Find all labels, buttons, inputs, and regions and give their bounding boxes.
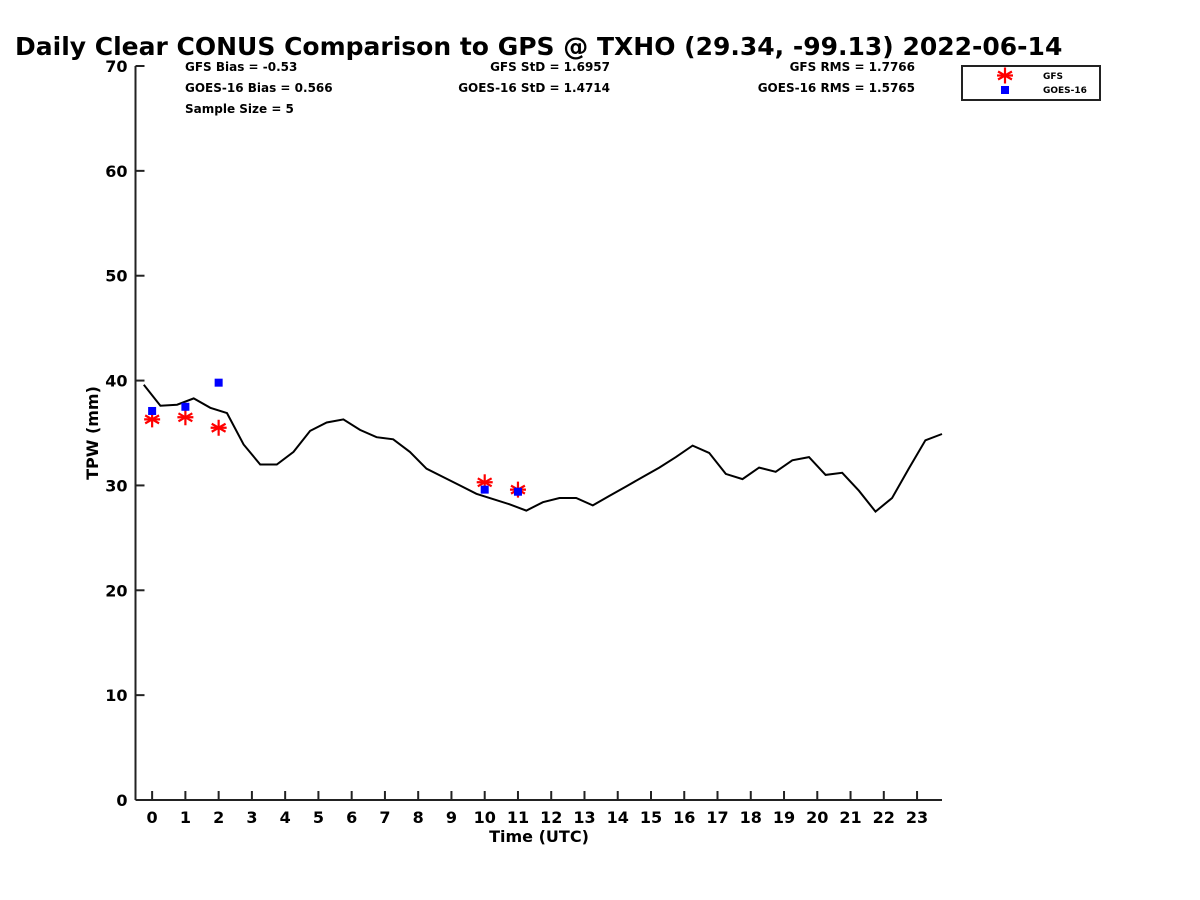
goes-rms-text: GOES-16 RMS = 1.5765 [758, 81, 915, 95]
x-tick-label: 18 [740, 808, 762, 827]
sample-size-text: Sample Size = 5 [185, 102, 294, 116]
x-tick-label: 21 [839, 808, 861, 827]
x-tick-label: 15 [640, 808, 662, 827]
legend-gfs-marker [997, 67, 1013, 84]
x-tick-label: 19 [773, 808, 795, 827]
legend-gfs-label: GFS [1043, 72, 1063, 82]
goes16-point [480, 485, 489, 494]
x-tick-label: 4 [280, 808, 291, 827]
y-tick-label: 40 [105, 372, 127, 391]
legend-gfs-asterisk [997, 67, 1013, 84]
legend-box [961, 65, 1101, 101]
x-tick-label: 6 [346, 808, 357, 827]
chart-title: Daily Clear CONUS Comparison to GPS @ TX… [15, 32, 1062, 61]
goes-bias-text: GOES-16 Bias = 0.566 [185, 81, 333, 95]
x-tick-label: 9 [446, 808, 457, 827]
gfs-point [177, 409, 194, 426]
x-tick-label: 14 [607, 808, 629, 827]
gfs-rms-text: GFS RMS = 1.7766 [790, 60, 915, 74]
goes16-point [181, 402, 190, 411]
legend: GFS GOES-16 [961, 65, 1101, 101]
x-tick-label: 11 [507, 808, 529, 827]
x-tick-label: 7 [379, 808, 390, 827]
y-tick-label: 20 [105, 581, 127, 600]
x-axis-label: Time (UTC) [489, 827, 589, 846]
goes16-point [148, 406, 157, 415]
x-tick-label: 16 [673, 808, 695, 827]
x-tick-label: 3 [246, 808, 257, 827]
x-tick-label: 23 [906, 808, 928, 827]
x-tick-label: 8 [413, 808, 424, 827]
goes-std-text: GOES-16 StD = 1.4714 [458, 81, 610, 95]
legend-goes-label: GOES-16 [1043, 86, 1087, 96]
y-axis-label: TPW (mm) [83, 386, 102, 480]
x-tick-label: 5 [313, 808, 324, 827]
y-tick-label: 10 [105, 686, 127, 705]
gps-tpw-line [143, 384, 943, 514]
y-tick-label: 60 [105, 162, 127, 181]
goes16-point [214, 378, 223, 387]
x-tick-label: 10 [474, 808, 496, 827]
x-tick-label: 12 [540, 808, 562, 827]
gfs-bias-text: GFS Bias = -0.53 [185, 60, 297, 74]
gfs-point [144, 411, 161, 428]
y-axis-ticks: 0 10 20 30 40 50 60 70 [105, 57, 145, 810]
y-tick-label: 0 [116, 791, 127, 810]
x-axis-ticks: 0 1 2 3 4 5 6 7 8 9 10 11 12 13 14 15 16 17 18 19 20 21 22 23 [147, 791, 928, 827]
y-tick-label: 30 [105, 476, 127, 495]
gfs-std-text: GFS StD = 1.6957 [490, 60, 610, 74]
gfs-point [210, 419, 227, 436]
x-tick-label: 1 [180, 808, 191, 827]
legend-goes-marker [1001, 86, 1009, 94]
x-tick-label: 0 [147, 808, 158, 827]
plot-axes [134, 66, 942, 801]
x-tick-label: 13 [573, 808, 595, 827]
goes16-point [513, 487, 522, 496]
y-tick-label: 70 [105, 57, 127, 76]
stats-annotations: GFS Bias = -0.53 GOES-16 Bias = 0.566 Sa… [185, 60, 915, 116]
legend-goes-square [1001, 86, 1009, 94]
x-tick-label: 22 [873, 808, 895, 827]
x-tick-label: 17 [706, 808, 728, 827]
x-tick-label: 2 [213, 808, 224, 827]
x-tick-label: 20 [806, 808, 828, 827]
y-tick-label: 50 [105, 267, 127, 286]
series-layer [143, 378, 943, 514]
